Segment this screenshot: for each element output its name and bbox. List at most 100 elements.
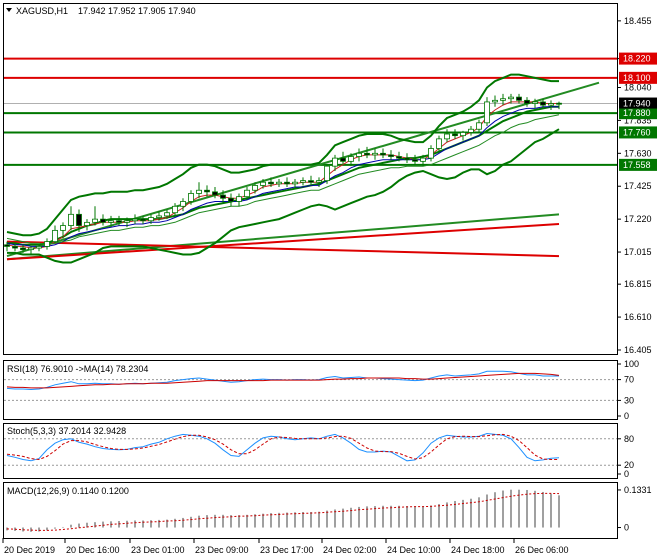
candle-body	[308, 180, 314, 183]
macd-histogram-bar	[358, 506, 360, 528]
candle-body	[132, 218, 138, 222]
macd-histogram-bar	[206, 515, 208, 528]
trend-line	[6, 213, 560, 261]
indicator-axis-label: 80	[624, 434, 634, 444]
candle-body	[4, 244, 10, 247]
macd-histogram-bar	[190, 516, 192, 528]
candle-body	[84, 221, 90, 226]
candle-body	[372, 152, 378, 156]
macd-histogram-bar	[166, 519, 168, 528]
macd-histogram-bar	[366, 506, 368, 528]
candle-body	[516, 96, 522, 101]
price-axis-label: 18.455	[624, 16, 652, 26]
macd-histogram-bar	[478, 497, 480, 528]
level-label: 18.220	[623, 54, 651, 64]
trend-line	[6, 222, 560, 261]
price-axis-label: 17.220	[624, 214, 652, 224]
candle-body	[204, 189, 210, 193]
trend-line	[6, 240, 560, 258]
indicator-axis-label: 70	[624, 375, 634, 385]
candle-body	[108, 220, 114, 223]
macd-histogram-bar	[238, 515, 240, 528]
moving-average-line	[6, 101, 559, 249]
macd-histogram-bar	[494, 492, 496, 528]
time-axis-label: 23 Dec 09:00	[195, 545, 249, 555]
time-axis-label: 24 Dec 18:00	[451, 545, 505, 555]
macd-histogram-bar	[86, 522, 88, 528]
candle-body	[404, 157, 410, 161]
macd-histogram-bar	[262, 513, 264, 528]
time-axis-label: 20 Dec 2019	[4, 545, 55, 555]
candle-body	[156, 215, 162, 218]
time-axis-label: 23 Dec 01:00	[131, 545, 185, 555]
level-label: 17.880	[623, 108, 651, 118]
macd-histogram-bar	[294, 512, 296, 528]
candle-body	[524, 99, 530, 104]
macd-histogram-bar	[70, 524, 72, 528]
level-label-bg	[619, 126, 657, 139]
stoch-panel-frame[interactable]	[3, 423, 618, 479]
macd-histogram-bar	[182, 517, 184, 528]
rsi-label: RSI(18) 76.9010 ->MA(14) 78.2304	[7, 364, 148, 374]
macd-histogram-bar	[558, 495, 560, 528]
macd-histogram-bar	[326, 510, 328, 528]
macd-histogram-bar	[462, 499, 464, 528]
moving-average-line	[6, 106, 559, 247]
macd-axis-label: 0.1331	[624, 485, 652, 495]
level-label: 17.760	[623, 127, 651, 137]
candle-body	[60, 225, 66, 231]
candle-body	[508, 96, 514, 100]
macd-histogram-bar	[174, 518, 176, 528]
candle-body	[92, 218, 98, 223]
candle-body	[292, 181, 298, 185]
macd-histogram-bar	[502, 490, 504, 528]
indicator-axis-label: 100	[624, 359, 639, 369]
macd-histogram-bar	[310, 512, 312, 528]
macd-histogram-bar	[430, 505, 432, 528]
candle-body	[20, 247, 26, 251]
macd-histogram-bar	[46, 527, 48, 531]
candle-body	[316, 180, 322, 183]
macd-histogram-bar	[542, 491, 544, 528]
candle-body	[388, 154, 394, 157]
macd-signal-line	[6, 492, 560, 531]
stoch-main-line	[6, 432, 560, 462]
candle-body	[76, 213, 82, 226]
macd-histogram-bar	[134, 520, 136, 528]
candle-body	[340, 157, 346, 162]
level-labels: 18.220 18.100 17.880 17.760 17.558	[619, 52, 657, 171]
candle-body	[452, 133, 458, 137]
candle-body	[172, 205, 178, 214]
indicator-axis-label: 30	[624, 395, 634, 405]
macd-histogram-bar	[214, 514, 216, 528]
candle-body	[124, 220, 130, 223]
candle-body	[364, 152, 370, 156]
candle-body	[324, 165, 330, 182]
level-label: 18.100	[623, 73, 651, 83]
candle-body	[540, 101, 546, 106]
level-label-bg	[619, 52, 657, 65]
macd-histogram-bar	[286, 512, 288, 528]
candle-body	[428, 148, 434, 159]
macd-histogram-bar	[406, 506, 408, 528]
indicator-axis-label: 20	[624, 460, 634, 470]
candle-body	[28, 247, 34, 251]
candle-body	[444, 133, 450, 140]
candle-body	[332, 157, 338, 167]
macd-histogram-bar	[126, 520, 128, 528]
moving-average-line	[6, 114, 560, 246]
macd-histogram-bar	[446, 502, 448, 528]
chart-menu-triangle-icon[interactable]	[6, 8, 12, 12]
candle-body	[356, 152, 362, 157]
price-axis-label: 17.630	[624, 148, 652, 158]
rsi-panel-frame[interactable]	[3, 360, 618, 420]
macd-panel-frame[interactable]	[3, 482, 618, 539]
macd-histogram-bar	[470, 498, 472, 528]
bollinger-upper	[6, 73, 559, 237]
candle-body	[348, 156, 354, 162]
candle-body	[436, 138, 442, 149]
price-axis: 18.455 18.220 18.040 17.835 17.630 17.425 17.2…	[617, 16, 652, 355]
macd-histogram-bar	[38, 527, 40, 532]
candle-body	[492, 99, 498, 103]
